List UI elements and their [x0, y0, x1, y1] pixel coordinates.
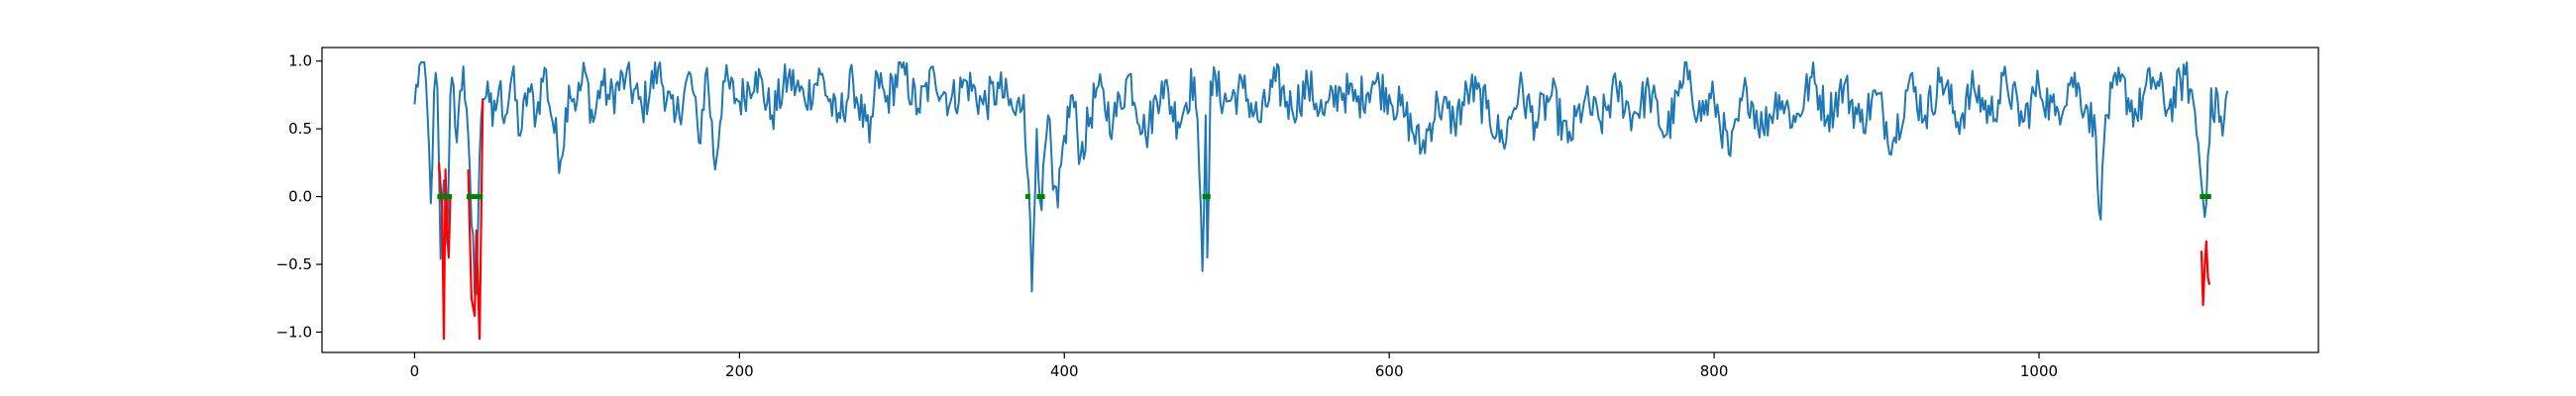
x-tick-label: 200	[725, 362, 754, 380]
anomaly-segment-line	[437, 162, 452, 341]
x-tick-label: 400	[1050, 362, 1079, 380]
y-axis: −1.0 −0.5 0.0 0.5 1.0	[276, 52, 322, 341]
x-tick-label: 1000	[2020, 362, 2058, 380]
y-tick-label: 0.0	[288, 188, 312, 206]
axes-frame	[321, 47, 2319, 353]
anomaly-segment-line	[467, 99, 484, 341]
plot-area	[413, 61, 2229, 341]
x-tick-label: 0	[410, 362, 420, 380]
y-tick-label: −1.0	[276, 323, 312, 341]
signal-series-line	[413, 61, 2229, 296]
y-tick-label: −0.5	[276, 255, 312, 273]
x-axis: 0 200 400 600 800 1000	[410, 352, 2058, 380]
anomaly-segment-line	[2200, 240, 2211, 307]
y-tick-label: 1.0	[288, 52, 312, 70]
x-tick-label: 600	[1375, 362, 1404, 380]
y-tick-label: 0.5	[288, 120, 312, 138]
x-tick-label: 800	[1700, 362, 1729, 380]
